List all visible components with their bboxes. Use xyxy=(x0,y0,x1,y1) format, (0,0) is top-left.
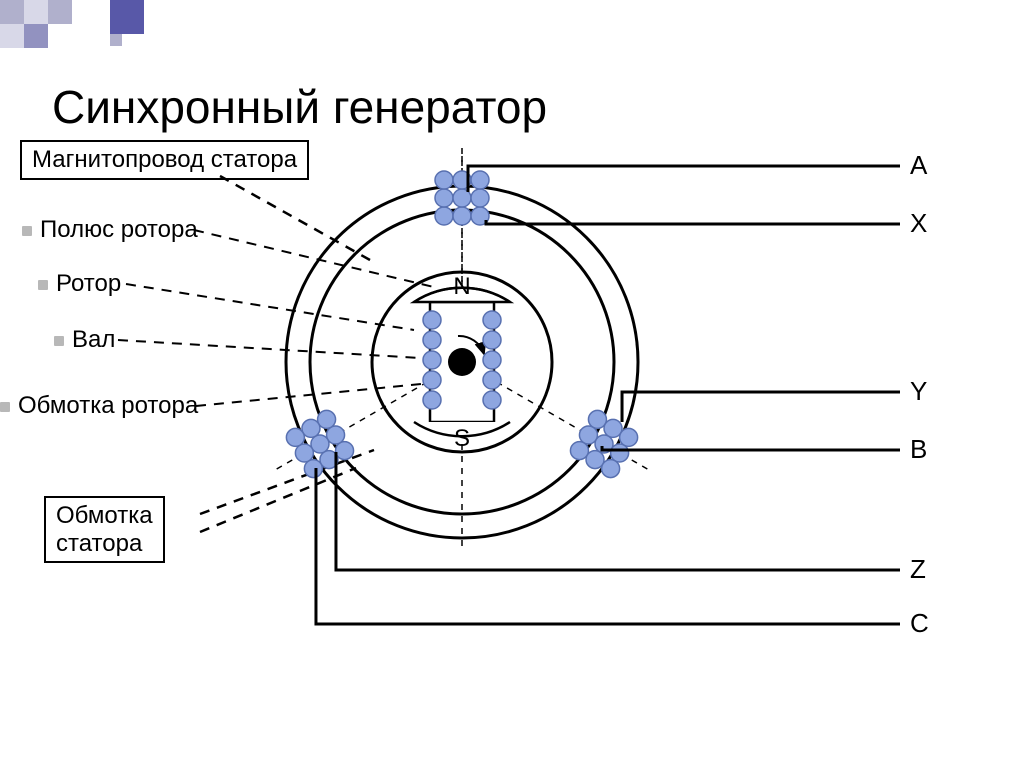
label-stator_core: Магнитопровод статора xyxy=(20,140,309,180)
terminal-C: C xyxy=(910,608,929,639)
decor-square xyxy=(110,34,122,46)
decor-square xyxy=(24,24,48,48)
label-rotor_pole: Полюс ротора xyxy=(40,216,198,244)
terminal-B: B xyxy=(910,434,927,465)
label-stator_winding: Обмоткастатора xyxy=(44,496,165,563)
label-shaft: Вал xyxy=(72,326,115,354)
bullet-icon xyxy=(22,226,32,236)
decor-square xyxy=(0,0,24,24)
svg-text:N: N xyxy=(453,273,470,300)
svg-text:S: S xyxy=(454,425,470,452)
bullet-icon xyxy=(0,402,10,412)
page-title: Синхронный генератор xyxy=(52,80,547,134)
decor-square xyxy=(0,24,24,48)
terminal-A: A xyxy=(910,150,927,181)
terminal-Z: Z xyxy=(910,554,926,585)
corner-decoration xyxy=(0,0,160,60)
decor-square xyxy=(24,0,48,24)
terminal-Y: Y xyxy=(910,376,927,407)
terminal-X: X xyxy=(910,208,927,239)
label-rotor: Ротор xyxy=(56,270,121,298)
bullet-icon xyxy=(38,280,48,290)
bullet-icon xyxy=(54,336,64,346)
label-rotor_winding: Обмотка ротора xyxy=(18,392,198,420)
decor-square xyxy=(110,0,144,34)
decor-square xyxy=(48,0,72,24)
